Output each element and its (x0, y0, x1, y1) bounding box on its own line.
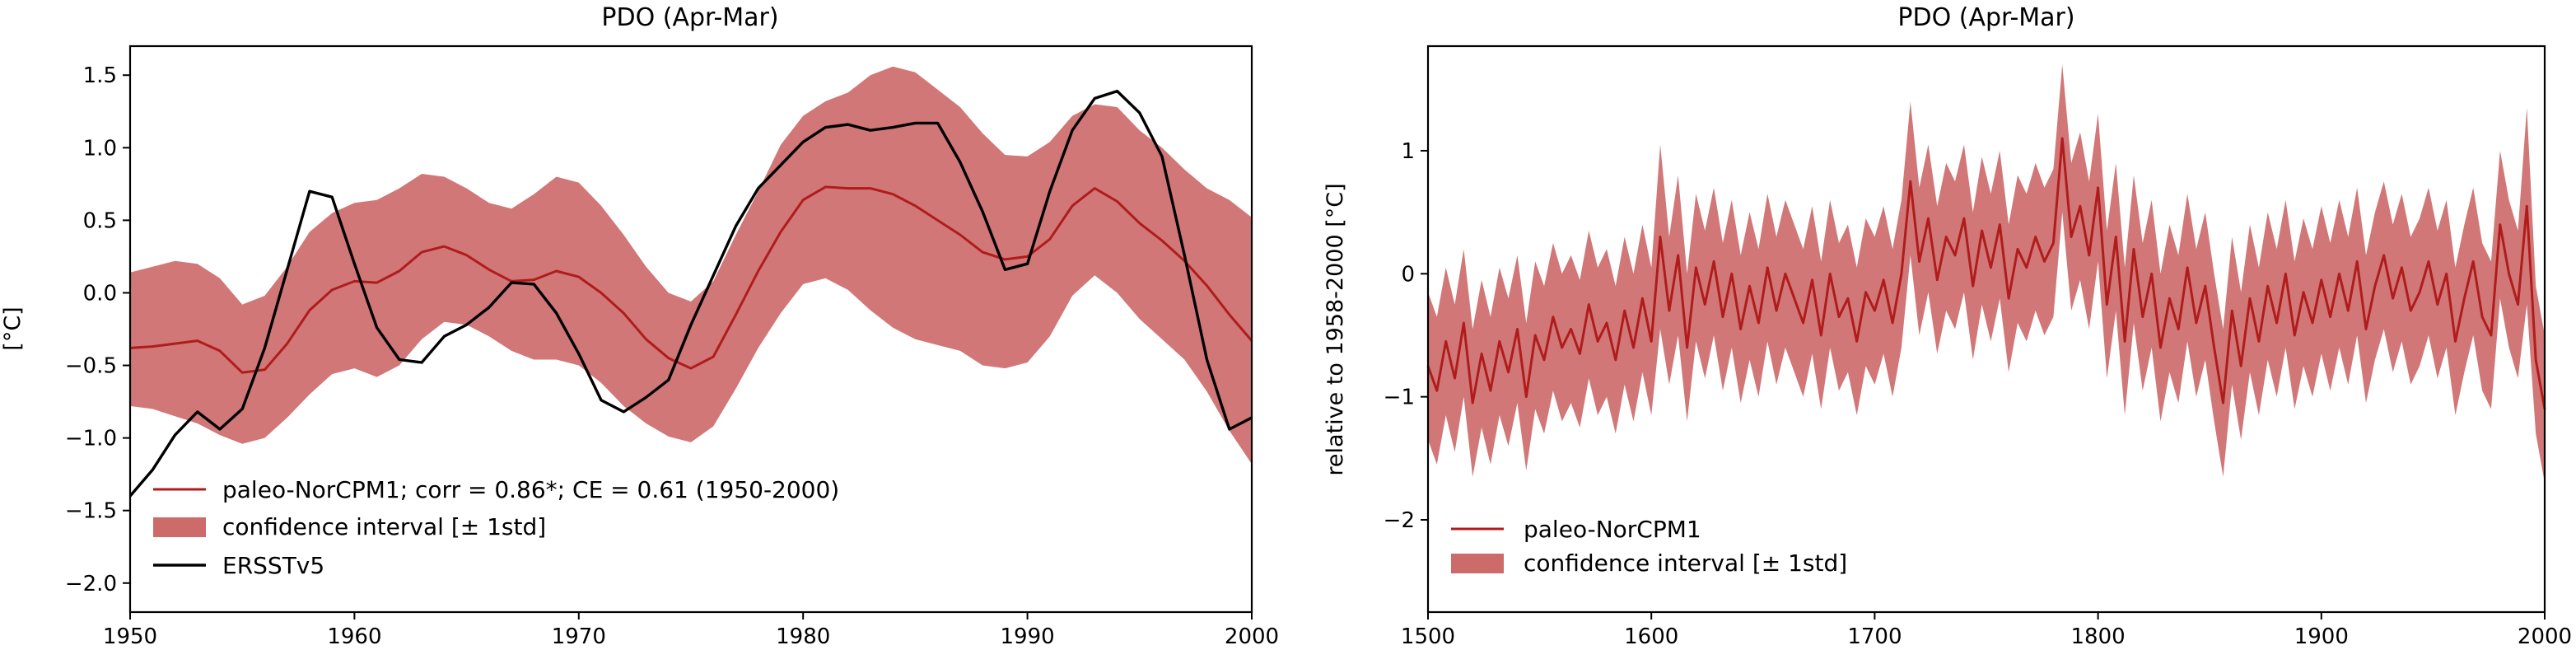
x-tick-label: 1950 (103, 624, 157, 649)
right-y-axis-label: relative to 1958-2000 [°C] (1323, 183, 1348, 475)
y-tick-label: −1.0 (65, 427, 117, 451)
x-tick-label: 1900 (2294, 624, 2349, 649)
y-tick-label: −1 (1384, 386, 1415, 410)
left-plot-frame (128, 44, 1253, 614)
x-tick-label: 1990 (1001, 624, 1055, 649)
y-tick-label: 1.5 (83, 63, 117, 88)
left-series-ersstv5-line (128, 89, 1253, 498)
left-legend: paleo-NorCPM1; corr = 0.86*; CE = 0.61 (… (153, 476, 839, 579)
legend-swatch-confidence-interval (153, 517, 206, 537)
right-x-axis: 1500 1600 1700 1800 1900 2000 (1401, 612, 2572, 649)
left-chart-panel: PDO (Apr-Mar) 1950 1960 1970 1980 1990 2000 −… (0, 3, 1279, 649)
left-confidence-band (130, 66, 1252, 465)
y-tick-label: 1 (1401, 139, 1415, 164)
right-chart-panel: PDO (Apr-Mar) 1500 1600 1700 1800 1900 2000 −… (1323, 3, 2572, 649)
x-tick-label: 1980 (776, 624, 830, 649)
legend-label-paleo-norcpm1: paleo-NorCPM1; corr = 0.86*; CE = 0.61 (… (222, 476, 839, 503)
legend-label-confidence-interval: confidence interval [± 1std] (222, 513, 546, 540)
left-series-paleo-norcpm1-line (129, 185, 1253, 374)
x-tick-label: 2000 (2518, 624, 2572, 649)
y-tick-label: −2.0 (65, 572, 117, 596)
left-x-axis: 1950 1960 1970 1980 1990 2000 (103, 612, 1279, 649)
y-tick-label: −2 (1384, 508, 1415, 533)
legend-label-paleo-norcpm1: paleo-NorCPM1 (1524, 516, 1701, 543)
x-tick-label: 1800 (2071, 624, 2126, 649)
legend-label-ersstv5: ERSSTv5 (222, 552, 324, 579)
x-tick-label: 1600 (1624, 624, 1678, 649)
right-chart-title: PDO (Apr-Mar) (1897, 3, 2074, 32)
x-tick-label: 2000 (1225, 624, 1279, 649)
legend-swatch-confidence-interval (1451, 554, 1504, 573)
y-tick-label: 0.5 (83, 208, 117, 233)
left-y-axis-label: [°C] (0, 306, 26, 350)
right-series-paleo-norcpm1-line (1426, 137, 2546, 409)
y-tick-label: −0.5 (65, 354, 117, 379)
y-tick-label: 1.0 (83, 136, 117, 161)
left-y-axis: −2.0 −1.5 −1.0 −0.5 0.0 0.5 1.0 1.5 (65, 63, 130, 596)
right-y-axis: −2 −1 0 1 (1384, 139, 1428, 533)
right-plot-frame (1426, 44, 2546, 614)
x-tick-label: 1700 (1847, 624, 1902, 649)
y-tick-label: 0.0 (83, 281, 117, 306)
y-tick-label: 0 (1401, 262, 1415, 287)
x-tick-label: 1970 (552, 624, 606, 649)
right-legend: paleo-NorCPM1 confidence interval [± 1st… (1451, 516, 1847, 577)
x-tick-label: 1960 (327, 624, 381, 649)
legend-label-confidence-interval: confidence interval [± 1std] (1524, 549, 1847, 577)
x-tick-label: 1500 (1401, 624, 1455, 649)
right-confidence-band (1428, 64, 2545, 484)
y-tick-label: −1.5 (65, 499, 117, 524)
left-chart-title: PDO (Apr-Mar) (601, 3, 778, 32)
